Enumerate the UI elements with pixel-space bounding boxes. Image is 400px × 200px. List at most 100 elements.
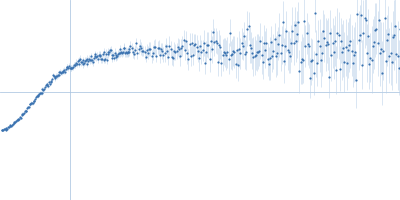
Point (277, 51, 284, 54)
Point (327, 31, 334, 34)
Point (170, 56, 176, 59)
Point (366, 62, 372, 65)
Point (60, 69, 66, 72)
Point (0, 129, 6, 132)
Point (168, 55, 175, 58)
Point (242, 53, 248, 56)
Point (42, 84, 49, 87)
Point (365, 35, 371, 38)
Point (362, 18, 369, 21)
Point (88, 59, 95, 62)
Point (6, 125, 13, 128)
Point (324, 40, 330, 43)
Point (41, 87, 47, 91)
Point (44, 83, 50, 87)
Point (160, 53, 167, 56)
Point (14, 119, 20, 122)
Point (130, 51, 136, 54)
Point (24, 106, 30, 110)
Point (295, 21, 302, 24)
Point (208, 40, 214, 43)
Point (194, 45, 200, 48)
Point (84, 62, 90, 65)
Point (334, 32, 340, 35)
Point (119, 51, 125, 54)
Point (178, 46, 184, 49)
Point (333, 69, 339, 72)
Point (387, 52, 394, 55)
Point (182, 48, 188, 52)
Point (107, 49, 113, 52)
Point (13, 119, 19, 123)
Point (379, 72, 386, 75)
Point (28, 102, 34, 105)
Point (74, 62, 80, 66)
Point (329, 41, 336, 45)
Point (20, 112, 26, 115)
Point (120, 50, 126, 54)
Point (177, 55, 183, 58)
Point (280, 20, 286, 24)
Point (132, 48, 138, 51)
Point (152, 45, 158, 49)
Point (31, 99, 38, 102)
Point (48, 80, 54, 83)
Point (388, 60, 395, 64)
Point (315, 39, 322, 42)
Point (100, 53, 106, 56)
Point (101, 50, 108, 54)
Point (46, 82, 53, 85)
Point (18, 116, 24, 119)
Point (374, 42, 381, 45)
Point (234, 49, 240, 52)
Point (104, 53, 111, 56)
Point (339, 51, 345, 54)
Point (12, 120, 18, 124)
Point (37, 91, 43, 94)
Point (63, 65, 70, 68)
Point (136, 48, 142, 51)
Point (103, 52, 109, 55)
Point (76, 58, 82, 62)
Point (67, 66, 74, 70)
Point (287, 54, 293, 57)
Point (18, 112, 25, 115)
Point (163, 44, 169, 48)
Point (81, 62, 88, 65)
Point (319, 52, 325, 55)
Point (10, 123, 16, 126)
Point (93, 56, 100, 59)
Point (6, 126, 12, 129)
Point (360, 31, 366, 34)
Point (198, 50, 204, 53)
Point (141, 51, 148, 54)
Point (229, 53, 235, 56)
Point (192, 43, 199, 46)
Point (202, 61, 208, 65)
Point (186, 42, 193, 46)
Point (335, 34, 342, 37)
Point (346, 43, 352, 46)
Point (290, 41, 297, 45)
Point (108, 48, 114, 52)
Point (282, 45, 288, 48)
Point (215, 60, 221, 63)
Point (154, 46, 161, 49)
Point (34, 94, 40, 97)
Point (284, 48, 291, 52)
Point (65, 66, 71, 69)
Point (116, 51, 123, 54)
Point (131, 52, 137, 55)
Point (59, 70, 66, 74)
Point (190, 53, 196, 56)
Point (244, 27, 251, 30)
Point (137, 44, 143, 47)
Point (370, 44, 376, 48)
Point (68, 66, 74, 70)
Point (14, 118, 21, 121)
Point (378, 47, 384, 50)
Point (99, 57, 105, 60)
Point (307, 77, 313, 80)
Point (46, 80, 52, 83)
Point (53, 74, 59, 77)
